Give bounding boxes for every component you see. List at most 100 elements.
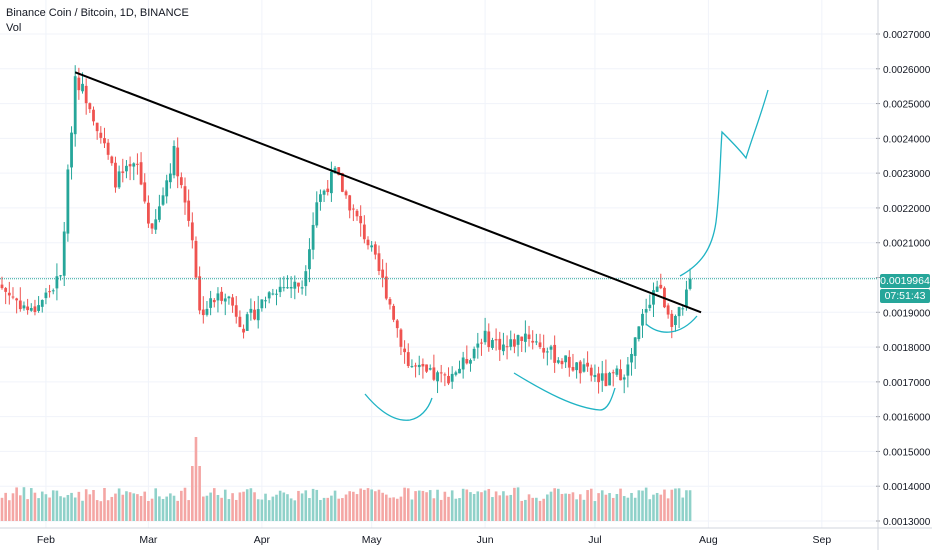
candle-body xyxy=(22,305,26,309)
candle-body xyxy=(249,308,253,313)
volume-bar xyxy=(549,491,553,521)
candle-body xyxy=(319,194,322,202)
candle-body xyxy=(201,309,205,316)
candle-body xyxy=(586,362,589,367)
candle-body xyxy=(326,188,330,193)
volume-bar xyxy=(183,487,187,521)
candle-body xyxy=(432,367,436,380)
volume-bar xyxy=(84,489,88,521)
volume-bar xyxy=(458,498,461,521)
volume-bar xyxy=(249,488,253,521)
volume-bar xyxy=(619,488,622,521)
volume-bar xyxy=(114,493,117,521)
y-tick-label: 0.0023000 xyxy=(883,169,931,180)
candle-body xyxy=(681,308,685,310)
candle-body xyxy=(165,180,169,197)
volume-bar xyxy=(410,499,414,521)
volume-bar xyxy=(26,499,29,521)
volume-bar xyxy=(44,494,48,521)
candle-body xyxy=(362,224,366,240)
volume-bar xyxy=(582,499,586,521)
candle-body xyxy=(143,182,147,202)
volume-bar xyxy=(589,488,593,521)
volume-bar xyxy=(626,497,630,521)
volume-bar xyxy=(648,499,652,521)
volume-bar xyxy=(476,491,480,521)
candle-body xyxy=(81,83,84,92)
candle-body xyxy=(652,290,655,305)
candle-body xyxy=(7,292,11,296)
candle-body xyxy=(370,245,374,248)
volume-bar xyxy=(253,492,256,521)
candle-body xyxy=(516,335,520,345)
candle-body xyxy=(425,364,428,372)
volume-bar xyxy=(326,497,330,521)
volume-bar xyxy=(231,493,234,521)
candle-body xyxy=(344,191,348,196)
volume-bar xyxy=(395,498,399,521)
volume-bar xyxy=(432,498,436,521)
candle-body xyxy=(527,334,531,339)
volume-bar xyxy=(139,496,143,521)
candle-body xyxy=(333,167,337,174)
volume-bar xyxy=(553,488,556,521)
volume-bar xyxy=(180,490,183,521)
volume-bar xyxy=(677,488,681,521)
volume-bar xyxy=(535,497,538,521)
candle-body xyxy=(227,296,231,299)
freehand-drawings[interactable] xyxy=(364,89,769,421)
volume-bar xyxy=(366,488,370,521)
volume-bar xyxy=(227,499,231,521)
volume-bar xyxy=(472,494,476,521)
candle-body xyxy=(194,240,198,278)
volume-bar xyxy=(205,495,209,521)
volume-bar xyxy=(278,490,282,521)
candle-body xyxy=(604,373,608,387)
candle-body xyxy=(176,147,180,177)
candle-body xyxy=(502,344,505,352)
candle-body xyxy=(150,223,154,229)
volume-bar xyxy=(319,499,322,521)
candle-body xyxy=(513,339,516,347)
volume-bar xyxy=(644,487,648,521)
volume-bar xyxy=(33,492,37,521)
volume-bar xyxy=(465,489,469,521)
volume-bar xyxy=(70,492,73,521)
candle-body xyxy=(33,306,37,313)
candle-body xyxy=(648,304,652,309)
volume-bar xyxy=(385,494,388,521)
candle-body xyxy=(564,355,568,363)
candle-body xyxy=(308,249,311,270)
candle-body xyxy=(469,360,472,364)
volume-bar xyxy=(92,489,95,521)
volume-bar xyxy=(655,492,659,521)
candle-body xyxy=(157,206,161,220)
volume-bar xyxy=(363,489,366,521)
y-tick-label: 0.0027000 xyxy=(883,30,931,41)
candle-body xyxy=(304,271,308,287)
trendline[interactable] xyxy=(74,71,702,314)
volume-bar xyxy=(165,496,168,521)
volume-bar xyxy=(245,489,249,521)
candle-body xyxy=(538,342,542,348)
x-tick-label: May xyxy=(362,534,383,546)
candle-body xyxy=(242,328,245,333)
volume-bar xyxy=(641,490,644,521)
volume-bar xyxy=(524,499,527,521)
time-axis[interactable]: Feb Mar Apr May Jun Jul Aug Sep xyxy=(37,534,831,546)
volume-bar xyxy=(143,491,147,521)
candle-body xyxy=(125,165,128,172)
candle-body xyxy=(95,122,99,132)
candle-body xyxy=(311,224,315,250)
candle-body xyxy=(99,132,103,138)
volume-bar xyxy=(202,496,205,521)
candle-body xyxy=(103,138,106,144)
candle-body xyxy=(476,343,480,348)
x-tick-label: Feb xyxy=(37,534,55,546)
volume-bar xyxy=(370,489,373,521)
volume-bar xyxy=(436,489,439,521)
volume-bar xyxy=(293,500,297,521)
candle-body xyxy=(271,293,275,295)
